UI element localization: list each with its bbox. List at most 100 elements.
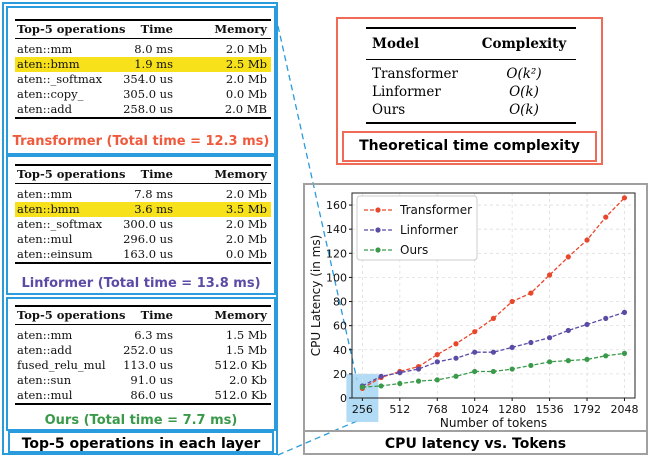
data-point-ours (584, 356, 590, 363)
col-header-memory: Memory (214, 22, 267, 36)
data-point-ours (472, 368, 478, 375)
data-point-ours (378, 383, 384, 389)
data-point-ours (603, 353, 609, 359)
data-point-linformer (546, 335, 553, 341)
data-point-transformer (584, 237, 590, 243)
legend-swatch-marker (375, 247, 381, 253)
legend-label: Transformer (399, 203, 472, 217)
linformer-op-table: Top-5 operations Time Memory aten::mm 7.8… (15, 164, 271, 264)
data-point-linformer (378, 373, 384, 379)
y-tick-label: 160 (326, 199, 347, 212)
chart-title: CPU latency vs. Tokens (305, 430, 646, 456)
table-row: aten::einsum 163.0 us 0.0 Mb (15, 247, 271, 264)
data-point-ours (453, 373, 459, 379)
table-row: Transformer O(k²) (372, 66, 542, 82)
x-tick-label: 768 (427, 403, 448, 416)
data-point-linformer (490, 349, 497, 355)
data-point-linformer (397, 370, 403, 376)
data-point-linformer (509, 344, 515, 350)
table-header: Top-5 operations Time Memory (15, 305, 271, 325)
y-tick-label: 60 (333, 320, 347, 333)
ours-op-table: Top-5 operations Time Memory aten::mm 6.3… (15, 305, 271, 405)
table-header: Top-5 operations Time Memory (15, 19, 271, 39)
data-point-linformer (453, 355, 459, 361)
data-point-transformer (434, 351, 440, 358)
data-point-linformer (603, 315, 609, 322)
table-row: aten::_softmax 354.0 us 2.0 Mb (17, 72, 267, 86)
data-point-transformer (621, 195, 628, 201)
chart-frame (303, 183, 648, 455)
complexity-caption: Theoretical time complexity (342, 131, 597, 162)
connector-line-top (277, 25, 358, 381)
data-point-transformer (453, 341, 459, 347)
transformer-op-table: Top-5 operations Time Memory aten::mm 8.0… (15, 19, 271, 119)
legend-swatch-marker (375, 207, 381, 213)
x-tick-label: 512 (389, 403, 410, 416)
linformer-total-time-caption: Linformer (Total time = 13.8 ms) (21, 276, 261, 291)
data-point-ours (490, 368, 497, 375)
data-point-ours (359, 384, 365, 390)
data-point-transformer (490, 315, 497, 322)
plot-area-border (351, 192, 636, 399)
transformer-total-time-caption: Transformer (Total time = 12.3 ms) (12, 134, 270, 149)
connector-line-bottom (277, 420, 358, 456)
data-point-linformer (584, 321, 590, 328)
col-header-op: Top-5 operations (17, 22, 126, 36)
layer-ops-footer-label: Top-5 operations in each layer (8, 431, 274, 453)
complexity-header: Model Complexity (366, 27, 576, 60)
data-point-transformer (472, 329, 478, 335)
data-point-ours (546, 359, 553, 365)
x-tick-label: 1536 (536, 403, 564, 416)
legend-swatch-marker (375, 227, 381, 233)
data-point-transformer (603, 214, 609, 220)
series-line-transformer (362, 197, 625, 389)
data-point-ours (528, 362, 534, 369)
table-row: Linformer O(k) (372, 84, 539, 100)
data-point-ours (621, 350, 628, 356)
y-axis-label: CPU Latency (in ms) (309, 235, 323, 357)
y-tick-label: 80 (333, 296, 347, 309)
data-point-transformer (528, 290, 534, 296)
x-tick-label: 1024 (461, 403, 489, 416)
x-axis-label: Number of tokens (440, 416, 547, 430)
table-row: aten::sun 91.0 us 2.0 Kb (17, 373, 267, 387)
ours-total-time-caption: Ours (Total time = 7.7 ms) (44, 413, 238, 428)
table-row: aten::add 252.0 us 1.5 Mb (17, 343, 267, 357)
data-point-transformer (565, 254, 571, 260)
y-tick-label: 0 (340, 392, 347, 405)
legend-label: Ours (400, 243, 428, 257)
data-point-linformer (415, 366, 422, 372)
data-point-transformer (509, 298, 515, 305)
table-row: fused_relu_mul 113.0 us 512.0 Kb (17, 358, 267, 372)
y-tick-label: 20 (333, 368, 347, 381)
complexity-table: Model Complexity Transformer O(k²) Linfor… (366, 27, 576, 124)
transformer-panel: Top-5 operations Time Memory aten::mm 8.0… (6, 6, 276, 155)
layer-operations-frame (2, 2, 278, 455)
data-point-linformer (621, 309, 628, 315)
col-header-time: Time (140, 22, 173, 36)
data-point-ours (434, 377, 440, 383)
table-row: aten::mm 8.0 ms 2.0 Mb (17, 42, 267, 56)
table-row: aten::mm 6.3 ms 1.5 Mb (17, 328, 267, 342)
col-header-model: Model (372, 36, 420, 52)
x-tick-label: 256 (352, 403, 373, 416)
table-row: aten::mul 86.0 us 512.0 Kb (15, 388, 271, 405)
ours-panel: Top-5 operations Time Memory aten::mm 6.3… (6, 297, 276, 431)
table-row-highlighted: aten::bmm 1.9 ms 2.5 Mb (15, 57, 271, 72)
y-tick-label: 120 (326, 247, 347, 260)
x-tick-label: 1280 (498, 403, 526, 416)
data-point-ours (509, 366, 515, 372)
data-point-ours (415, 378, 422, 384)
table-row-highlighted: aten::bmm 3.6 ms 3.5 Mb (15, 202, 271, 217)
col-header-complexity: Complexity (481, 36, 567, 52)
x-tick-label: 1792 (573, 403, 601, 416)
table-row: aten::_softmax 300.0 us 2.0 Mb (17, 217, 267, 231)
data-point-linformer (565, 327, 571, 334)
data-point-linformer (472, 349, 478, 355)
data-point-linformer (528, 339, 534, 346)
y-tick-label: 40 (333, 344, 347, 357)
linformer-panel: Top-5 operations Time Memory aten::mm 7.8… (6, 155, 276, 295)
complexity-frame (336, 17, 603, 165)
legend-box (356, 195, 478, 261)
